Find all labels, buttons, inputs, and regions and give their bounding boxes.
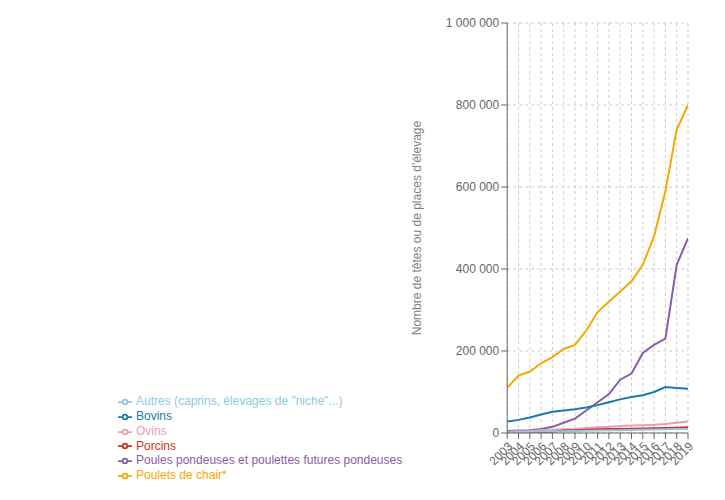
svg-text:400 000: 400 000 <box>456 262 500 276</box>
svg-text:2010: 2010 <box>565 439 595 468</box>
svg-text:2004: 2004 <box>497 439 527 468</box>
svg-text:2007: 2007 <box>531 439 561 468</box>
svg-text:0: 0 <box>493 426 500 440</box>
svg-text:2006: 2006 <box>520 439 550 468</box>
html-text:Poulets de chair*: Poulets de chair* <box>136 468 227 483</box>
svg-text:2016: 2016 <box>633 439 663 468</box>
svg-text:2009: 2009 <box>554 439 584 468</box>
svg-text:200 000: 200 000 <box>456 344 500 358</box>
html-text:Bovins: Bovins <box>136 408 172 423</box>
svg-text:2017: 2017 <box>644 439 674 468</box>
html-text:Poules pondeuses et poulettes: Poules pondeuses et poulettes futures po… <box>136 453 403 468</box>
svg-text:2005: 2005 <box>509 439 538 468</box>
html-text:Porcins: Porcins <box>136 438 176 453</box>
html-text:Autres (caprins, élevages de ": Autres (caprins, élevages de "niche"...) <box>136 394 343 408</box>
svg-text:2011: 2011 <box>577 439 606 468</box>
svg-text:1 000 000: 1 000 000 <box>446 16 500 30</box>
svg-text:2015: 2015 <box>622 439 651 468</box>
svg-text:2003: 2003 <box>486 439 516 468</box>
svg-text:2013: 2013 <box>599 439 629 468</box>
svg-text:Nombre de têtes ou de places d: Nombre de têtes ou de places d'élevage <box>410 120 424 335</box>
svg-text:600 000: 600 000 <box>456 180 500 194</box>
svg-text:2008: 2008 <box>543 439 572 468</box>
svg-text:2014: 2014 <box>610 439 640 468</box>
svg-text:2012: 2012 <box>588 439 617 468</box>
html-text:Ovins: Ovins <box>136 423 167 438</box>
svg-text:800 000: 800 000 <box>456 98 500 112</box>
svg-text:2018: 2018 <box>656 439 685 468</box>
svg-text:2019: 2019 <box>667 439 696 468</box>
